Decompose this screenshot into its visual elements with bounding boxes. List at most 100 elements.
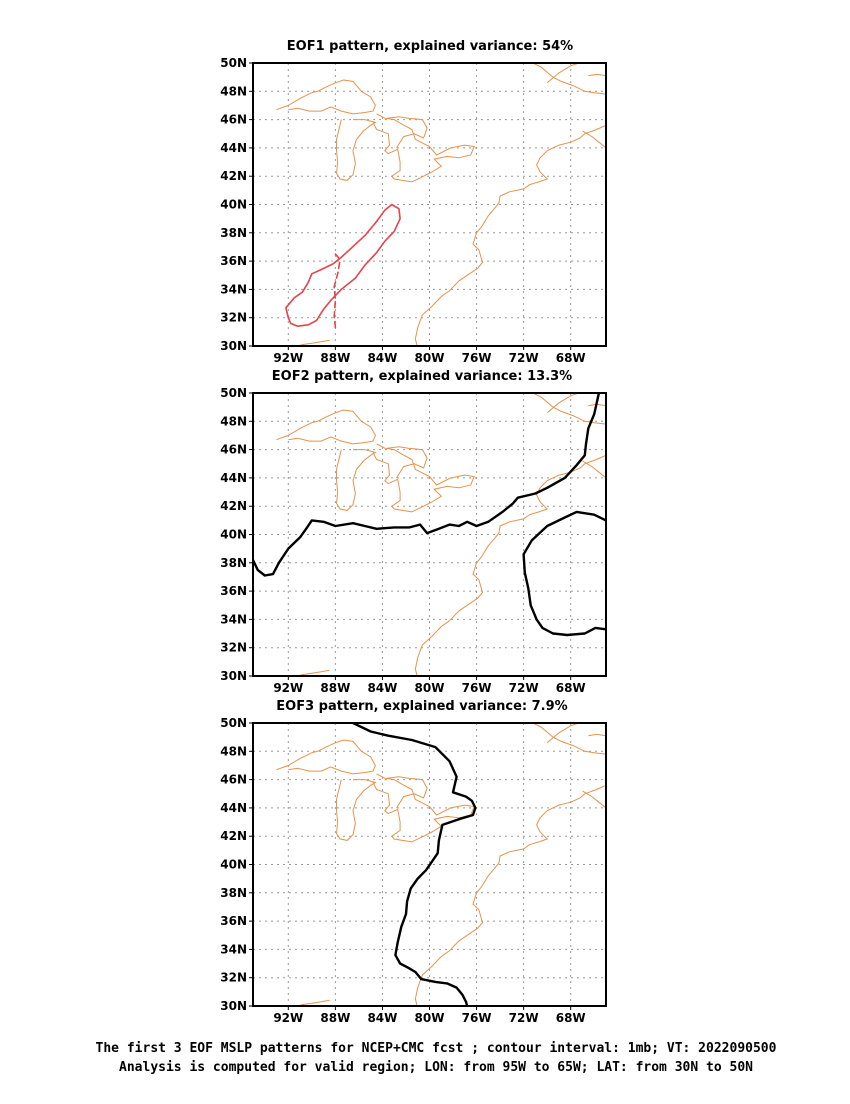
coastlines — [276, 63, 606, 346]
x-tick-label: 84W — [367, 681, 397, 695]
x-tick-label: 72W — [509, 681, 539, 695]
y-tick-label: 40N — [220, 858, 247, 872]
chart-title: EOF1 pattern, explained variance: 54% — [287, 39, 573, 54]
y-tick-label: 34N — [220, 942, 247, 956]
y-tick-label: 38N — [220, 556, 247, 570]
grid-lines — [253, 722, 606, 1007]
coastline-path — [276, 79, 376, 115]
coastlines — [276, 393, 606, 676]
y-tick-label: 38N — [220, 886, 247, 900]
coastline-path — [295, 339, 330, 346]
y-tick-label: 48N — [220, 744, 247, 758]
y-tick-label: 36N — [220, 914, 247, 928]
x-tick-label: 76W — [462, 681, 492, 695]
x-tick-label: 80W — [415, 681, 445, 695]
contour-line-0 — [522, 510, 606, 637]
coastline-path — [335, 449, 377, 511]
x-tick-label: 80W — [415, 1011, 445, 1025]
coastline-path — [582, 130, 606, 149]
y-tick-label: 32N — [220, 311, 247, 325]
x-tick-label: 88W — [320, 1011, 350, 1025]
x-tick-label: 68W — [556, 681, 586, 695]
coastline-path — [387, 776, 428, 809]
y-tick-label: 32N — [220, 641, 247, 655]
coastline-path — [546, 63, 580, 84]
x-tick-label: 88W — [320, 351, 350, 365]
caption-line-1: The first 3 EOF MSLP patterns for NCEP+C… — [96, 1041, 777, 1056]
x-tick-label: 72W — [509, 351, 539, 365]
x-tick-label: 84W — [367, 351, 397, 365]
y-tick-label: 30N — [220, 669, 247, 683]
contour-line-1 — [333, 253, 341, 329]
x-tick-label: 68W — [556, 1011, 586, 1025]
coastline-path — [335, 779, 377, 841]
y-tick-label: 30N — [220, 999, 247, 1013]
eof2-panel: EOF2 pattern, explained variance: 13.3% … — [220, 369, 607, 695]
coastline-path — [335, 119, 377, 181]
caption-line-2: Analysis is computed for valid region; L… — [119, 1060, 753, 1075]
x-tick-label: 72W — [509, 1011, 539, 1025]
coastline-path — [588, 733, 606, 737]
eof3-panel: EOF3 pattern, explained variance: 7.9% 9… — [220, 699, 607, 1025]
coastline-path — [532, 63, 606, 95]
x-tick-label: 76W — [462, 1011, 492, 1025]
contours — [253, 393, 606, 637]
x-tick-label: 92W — [273, 351, 303, 365]
y-tick-label: 40N — [220, 198, 247, 212]
y-tick-label: 44N — [220, 471, 247, 485]
chart-title: EOF3 pattern, explained variance: 7.9% — [276, 699, 567, 714]
contours — [285, 203, 401, 329]
y-tick-label: 30N — [220, 339, 247, 353]
x-tick-label: 84W — [367, 1011, 397, 1025]
coastline-path — [387, 446, 428, 479]
y-tick-label: 40N — [220, 528, 247, 542]
y-tick-label: 44N — [220, 141, 247, 155]
contour-line-0 — [253, 393, 601, 577]
y-tick-label: 42N — [220, 829, 247, 843]
y-tick-label: 48N — [220, 84, 247, 98]
y-tick-label: 50N — [220, 716, 247, 730]
x-tick-label: 88W — [320, 681, 350, 695]
y-tick-label: 34N — [220, 612, 247, 626]
x-tick-label: 80W — [415, 351, 445, 365]
y-tick-label: 50N — [220, 56, 247, 70]
y-tick-label: 46N — [220, 773, 247, 787]
contours — [351, 723, 477, 1006]
y-tick-label: 36N — [220, 584, 247, 598]
y-tick-label: 36N — [220, 254, 247, 268]
y-tick-label: 50N — [220, 386, 247, 400]
coastline-path — [295, 999, 330, 1006]
coastline-path — [414, 124, 606, 346]
y-tick-label: 32N — [220, 971, 247, 985]
eof1-panel: EOF1 pattern, explained variance: 54% 92… — [220, 39, 607, 365]
coastline-path — [546, 723, 580, 744]
y-tick-label: 38N — [220, 226, 247, 240]
coastline-path — [588, 73, 606, 77]
coastline-path — [414, 454, 606, 676]
coastline-path — [546, 393, 580, 414]
coastline-path — [372, 443, 475, 513]
x-tick-label: 92W — [273, 1011, 303, 1025]
y-tick-label: 46N — [220, 443, 247, 457]
contour-line-1 — [285, 203, 401, 327]
x-tick-label: 68W — [556, 351, 586, 365]
x-tick-label: 76W — [462, 351, 492, 365]
coastline-path — [532, 393, 606, 425]
chart-title: EOF2 pattern, explained variance: 13.3% — [272, 369, 572, 384]
y-tick-label: 44N — [220, 801, 247, 815]
coastline-path — [582, 460, 606, 479]
coastline-path — [276, 409, 376, 445]
y-tick-label: 48N — [220, 414, 247, 428]
y-tick-label: 46N — [220, 113, 247, 127]
coastline-path — [372, 113, 475, 183]
coastline-path — [295, 669, 330, 676]
coastline-path — [276, 739, 376, 775]
coastlines — [276, 723, 606, 1006]
contour-line-0 — [351, 723, 477, 1006]
coastline-path — [387, 116, 428, 149]
x-tick-label: 92W — [273, 681, 303, 695]
coastline-path — [582, 790, 606, 809]
y-tick-label: 34N — [220, 282, 247, 296]
y-tick-label: 42N — [220, 169, 247, 183]
